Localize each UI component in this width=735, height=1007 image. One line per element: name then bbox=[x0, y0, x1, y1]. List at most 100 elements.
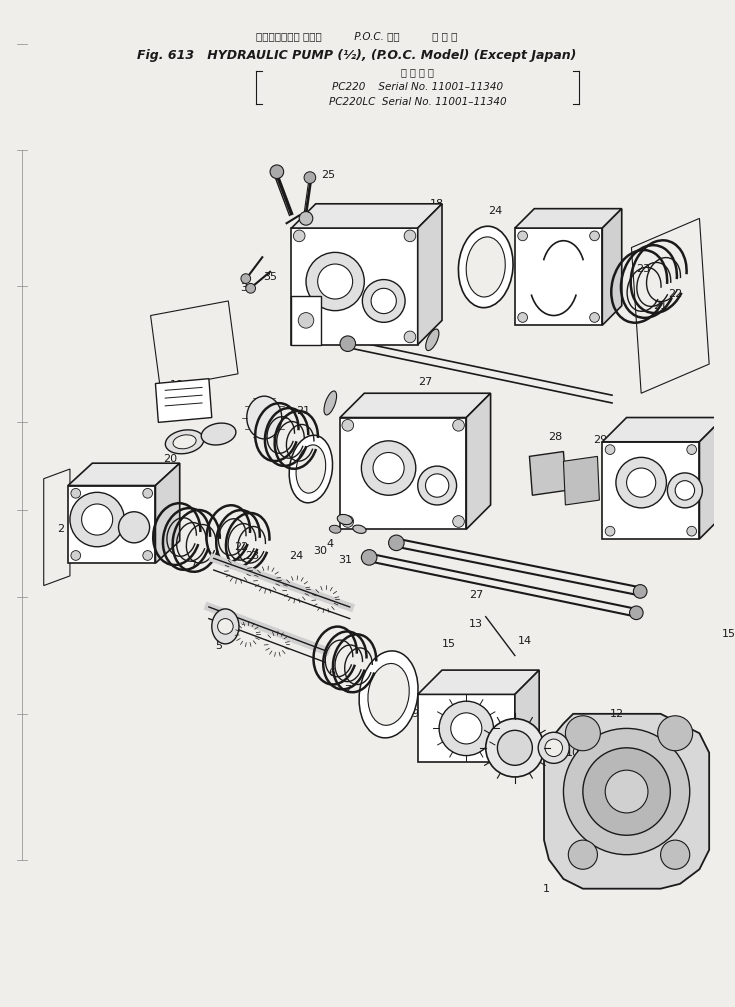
Circle shape bbox=[293, 331, 305, 342]
Text: 24: 24 bbox=[289, 552, 304, 562]
Text: 15: 15 bbox=[722, 629, 735, 639]
Text: PC220LC  Serial No. 11001–11340: PC220LC Serial No. 11001–11340 bbox=[329, 97, 506, 107]
Ellipse shape bbox=[201, 423, 236, 445]
Polygon shape bbox=[564, 456, 599, 505]
Ellipse shape bbox=[324, 391, 337, 415]
Circle shape bbox=[71, 488, 81, 498]
Ellipse shape bbox=[296, 445, 326, 493]
Circle shape bbox=[658, 716, 692, 751]
Circle shape bbox=[686, 445, 697, 454]
Circle shape bbox=[218, 618, 233, 634]
Circle shape bbox=[564, 728, 689, 855]
Text: 27: 27 bbox=[418, 377, 433, 387]
Circle shape bbox=[404, 230, 416, 242]
Text: Fig. 613   HYDRAULIC PUMP (½), (P.O.C. Model) (Except Japan): Fig. 613 HYDRAULIC PUMP (½), (P.O.C. Mod… bbox=[137, 48, 576, 61]
Ellipse shape bbox=[329, 526, 341, 533]
Circle shape bbox=[306, 253, 365, 311]
Circle shape bbox=[686, 527, 697, 536]
Circle shape bbox=[342, 516, 354, 528]
Text: 24: 24 bbox=[488, 205, 503, 215]
Text: 10: 10 bbox=[566, 747, 580, 757]
Circle shape bbox=[118, 512, 150, 543]
Polygon shape bbox=[340, 418, 466, 530]
Polygon shape bbox=[151, 301, 238, 389]
Circle shape bbox=[362, 280, 405, 322]
Polygon shape bbox=[602, 442, 700, 539]
Text: 20: 20 bbox=[163, 454, 177, 464]
Polygon shape bbox=[631, 219, 709, 394]
Circle shape bbox=[629, 606, 643, 619]
Polygon shape bbox=[340, 394, 490, 418]
Polygon shape bbox=[417, 670, 539, 695]
Circle shape bbox=[404, 331, 416, 342]
Circle shape bbox=[70, 492, 124, 547]
Text: 25: 25 bbox=[321, 169, 335, 179]
Circle shape bbox=[373, 452, 404, 483]
Text: PC220    Serial No. 11001–11340: PC220 Serial No. 11001–11340 bbox=[332, 83, 503, 93]
Polygon shape bbox=[727, 418, 735, 573]
Polygon shape bbox=[417, 203, 442, 344]
Text: 29: 29 bbox=[593, 435, 608, 445]
Text: 11: 11 bbox=[523, 730, 537, 740]
Circle shape bbox=[340, 336, 356, 351]
Text: ハイドロリック ボンプ          P.O.C. 仕様          海 外 向: ハイドロリック ボンプ P.O.C. 仕様 海 外 向 bbox=[256, 31, 457, 40]
Text: 23: 23 bbox=[636, 264, 650, 274]
Ellipse shape bbox=[289, 435, 332, 502]
Ellipse shape bbox=[459, 227, 513, 308]
Text: 32: 32 bbox=[341, 228, 355, 238]
Circle shape bbox=[82, 504, 112, 535]
Polygon shape bbox=[155, 379, 212, 422]
Text: 13: 13 bbox=[469, 619, 483, 629]
Circle shape bbox=[293, 230, 305, 242]
Ellipse shape bbox=[353, 525, 366, 534]
Text: 30: 30 bbox=[314, 546, 328, 556]
Text: 28: 28 bbox=[548, 432, 563, 442]
Circle shape bbox=[298, 312, 314, 328]
Ellipse shape bbox=[173, 435, 196, 449]
Circle shape bbox=[439, 701, 493, 755]
Circle shape bbox=[270, 165, 284, 178]
Circle shape bbox=[583, 748, 670, 835]
Ellipse shape bbox=[426, 329, 439, 350]
Circle shape bbox=[371, 288, 396, 313]
Circle shape bbox=[299, 211, 313, 226]
Text: 4: 4 bbox=[327, 539, 334, 549]
Text: 7: 7 bbox=[344, 685, 351, 695]
Text: 31: 31 bbox=[338, 555, 352, 565]
Text: 2: 2 bbox=[57, 525, 64, 535]
Text: 21: 21 bbox=[653, 301, 667, 311]
Circle shape bbox=[589, 312, 599, 322]
Circle shape bbox=[605, 527, 615, 536]
Circle shape bbox=[426, 474, 449, 497]
Ellipse shape bbox=[212, 609, 239, 643]
Polygon shape bbox=[292, 203, 442, 229]
Polygon shape bbox=[417, 695, 515, 762]
Text: 19: 19 bbox=[170, 381, 184, 391]
Text: 16: 16 bbox=[438, 422, 452, 432]
Text: 8: 8 bbox=[173, 517, 180, 527]
Ellipse shape bbox=[247, 396, 282, 439]
Ellipse shape bbox=[165, 430, 204, 454]
Circle shape bbox=[143, 551, 153, 560]
Text: 23: 23 bbox=[245, 552, 259, 562]
Circle shape bbox=[417, 466, 456, 505]
Polygon shape bbox=[544, 714, 709, 889]
Circle shape bbox=[634, 585, 647, 598]
Ellipse shape bbox=[466, 237, 505, 297]
Circle shape bbox=[453, 516, 465, 528]
Ellipse shape bbox=[720, 456, 735, 509]
Polygon shape bbox=[515, 670, 539, 762]
Polygon shape bbox=[43, 469, 70, 586]
Polygon shape bbox=[68, 485, 155, 563]
Circle shape bbox=[241, 274, 251, 283]
Circle shape bbox=[245, 283, 256, 293]
Circle shape bbox=[667, 473, 703, 508]
Circle shape bbox=[342, 420, 354, 431]
Text: 17: 17 bbox=[587, 262, 602, 272]
Circle shape bbox=[605, 445, 615, 454]
Circle shape bbox=[389, 535, 404, 551]
Circle shape bbox=[304, 172, 316, 183]
Polygon shape bbox=[515, 229, 602, 325]
Polygon shape bbox=[515, 208, 622, 229]
Text: 26: 26 bbox=[360, 205, 374, 215]
